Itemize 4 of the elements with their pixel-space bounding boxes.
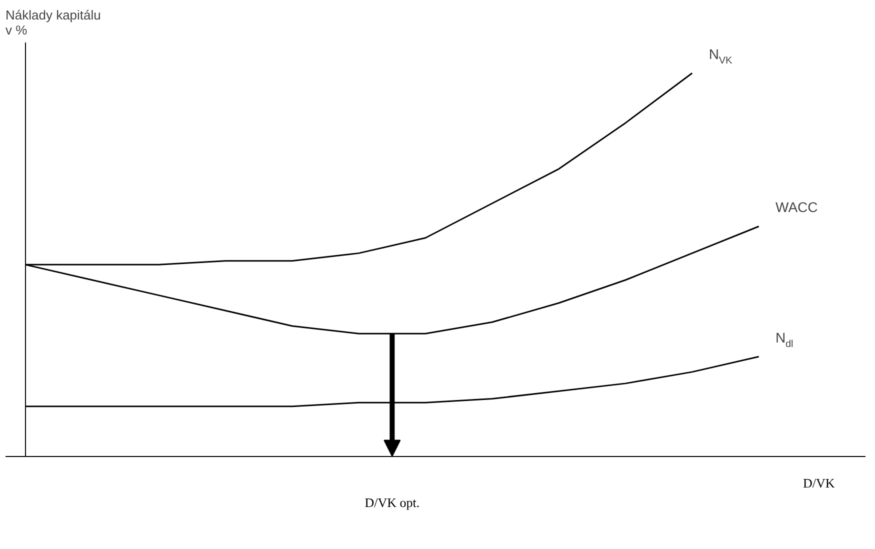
series-label: WACC (776, 199, 818, 216)
text: D/VK opt. (364, 494, 420, 510)
x-axis-title: D/VK (802, 476, 836, 491)
y-axis-title: Náklady kapitálu v % (6, 8, 101, 38)
